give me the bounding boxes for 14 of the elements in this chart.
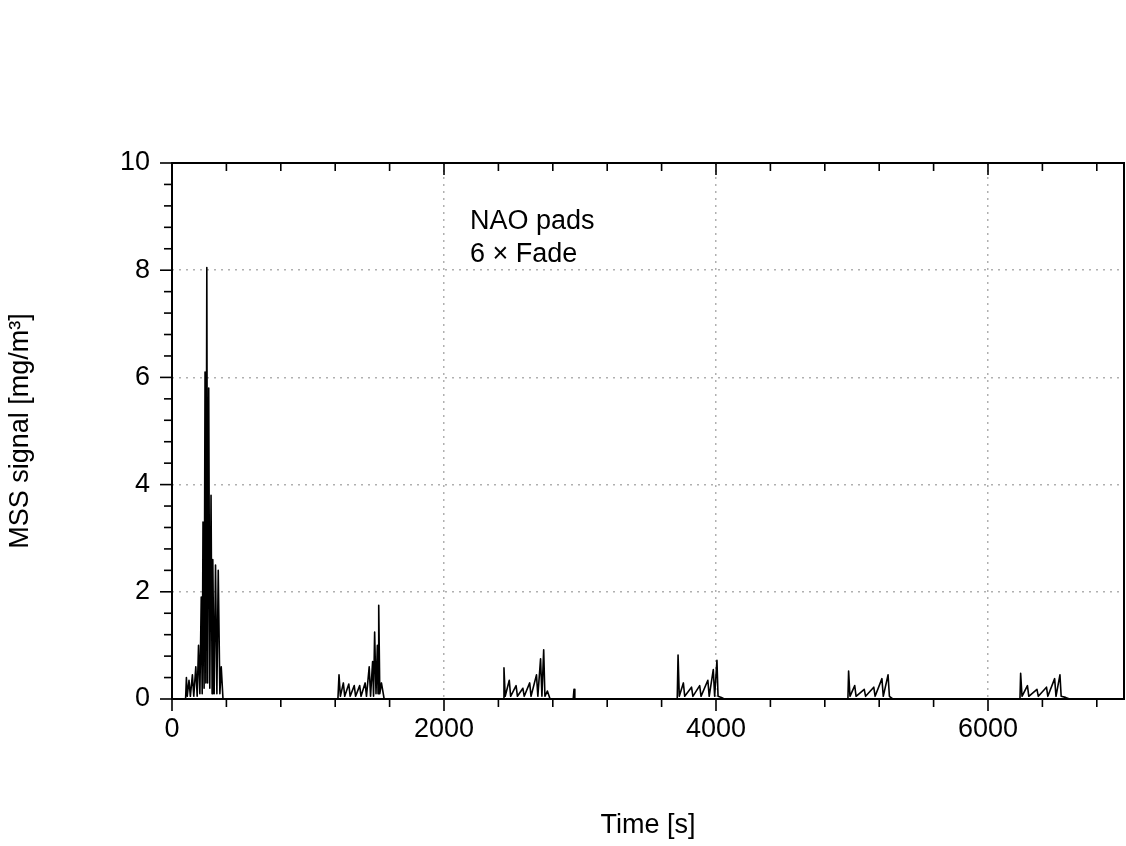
y-tick-label: 6 (134, 360, 150, 391)
y-tick-label: 4 (134, 468, 150, 499)
x-tick-label: 0 (164, 712, 180, 743)
x-tick-label: 6000 (957, 712, 1019, 743)
x-axis-title: Time [s] (600, 809, 696, 840)
annotation: NAO pads (470, 204, 595, 235)
y-axis-title: MSS signal [mg/m³] (3, 313, 34, 549)
y-tick-label: 2 (134, 575, 150, 606)
annotation: 6 × Fade (470, 237, 578, 268)
x-tick-label: 2000 (413, 712, 475, 743)
x-tick-label: 4000 (685, 712, 747, 743)
y-tick-label: 0 (134, 682, 150, 713)
y-tick-label: 10 (119, 146, 150, 177)
y-tick-label: 8 (134, 253, 150, 284)
